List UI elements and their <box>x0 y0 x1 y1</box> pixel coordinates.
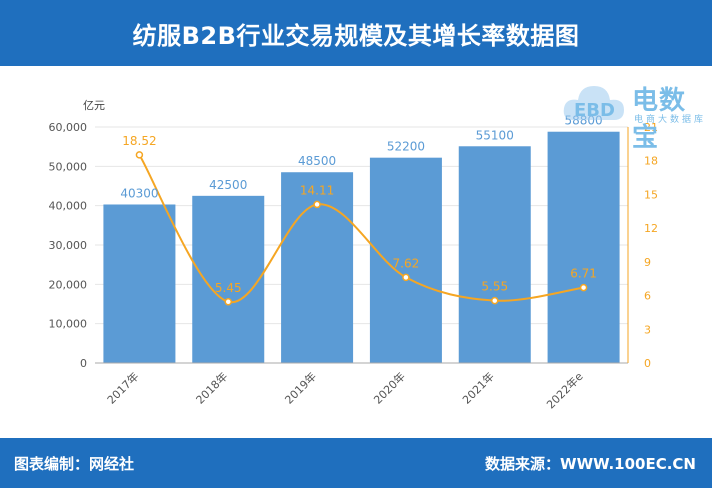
brand-logo: EBD 电数宝 电商大数据库 <box>560 74 710 153</box>
footer: 图表编制：网经社 数据来源：WWW.100EC.CN <box>0 438 712 488</box>
line-series <box>135 151 588 306</box>
bar-value-label: 55100 <box>476 128 514 142</box>
chart: 0 10,000 20,000 30,000 40,000 50,000 60,000 0 3 6… <box>49 99 659 411</box>
line-point <box>313 200 321 209</box>
bar <box>103 204 176 363</box>
y-left-tick-label: 20,000 <box>49 278 88 291</box>
footer-source: 数据来源：WWW.100EC.CN <box>485 455 696 473</box>
line-point <box>224 298 232 306</box>
y-left-tick-label: 10,000 <box>49 318 88 331</box>
y-right-tick-label: 21 <box>644 121 658 134</box>
grid-lines <box>95 126 628 325</box>
bar-series <box>103 131 620 363</box>
line-value-label: 7.62 <box>393 256 420 270</box>
x-tick-label: 2022年e <box>543 369 585 411</box>
x-tick-label: 2018年 <box>193 369 230 406</box>
y-right-tick-label: 9 <box>644 256 651 269</box>
x-tick-label: 2020年 <box>371 369 408 406</box>
y-left-tick-label: 60,000 <box>49 121 88 134</box>
line-value-label: 5.55 <box>481 280 508 294</box>
y-right-tick-label: 0 <box>644 357 651 370</box>
cloud-icon: EBD <box>563 86 624 121</box>
y-left-tick-label: 50,000 <box>49 160 88 173</box>
logo-name: 电数宝 <box>632 86 687 153</box>
bar-value-label: 52200 <box>387 140 425 154</box>
line-value-label: 5.45 <box>215 281 242 295</box>
x-tick-label: 2019年 <box>282 369 319 406</box>
bar-value-label: 42500 <box>209 178 247 192</box>
line-point <box>491 296 499 305</box>
y-left-tick-label: 40,000 <box>49 200 88 213</box>
y-right-tick-label: 6 <box>644 290 651 303</box>
y-left-tick-label: 0 <box>80 357 87 370</box>
y-right-tick-label: 18 <box>644 155 658 168</box>
x-tick-label: 2021年 <box>459 369 496 406</box>
line-point <box>135 151 144 159</box>
x-tick-label: 2017年 <box>104 369 141 406</box>
bar-value-label: 40300 <box>120 186 158 200</box>
y-left-tick-label: 30,000 <box>49 239 88 252</box>
bar-value-label: 48500 <box>298 154 336 168</box>
bar <box>547 131 620 363</box>
y-right-tick-label: 15 <box>644 188 658 201</box>
chart-title: 纺服B2B行业交易规模及其增长率数据图 <box>0 0 712 66</box>
line-value-label: 14.11 <box>300 183 334 197</box>
y-left-unit: 亿元 <box>83 99 105 112</box>
bar <box>192 195 265 363</box>
y-right-tick-label: 12 <box>644 222 658 235</box>
line-point <box>579 283 588 292</box>
line-point <box>402 273 410 282</box>
line-value-label: 6.71 <box>570 267 597 281</box>
y-right-tick-label: 3 <box>644 323 651 336</box>
bar <box>369 157 442 363</box>
footer-credit: 图表编制：网经社 <box>14 455 135 473</box>
logo-tagline: 电商大数据库 <box>634 115 707 125</box>
line-value-label: 18.52 <box>122 134 156 148</box>
bar <box>458 146 531 363</box>
logo-badge: EBD <box>574 100 615 121</box>
